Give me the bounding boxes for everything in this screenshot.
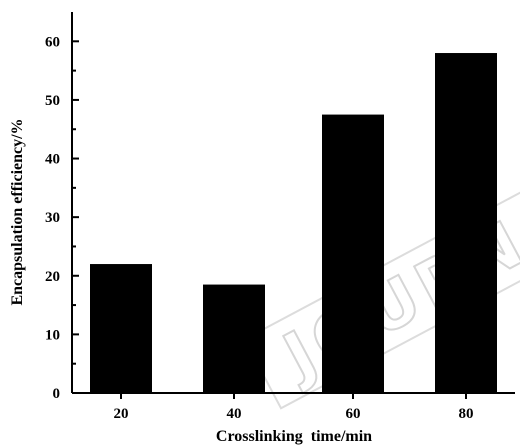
bar-40 (203, 284, 265, 393)
bar-60 (322, 114, 384, 394)
y-tick-label: 0 (53, 386, 61, 402)
bar-20 (90, 264, 152, 393)
x-axis-title: Crosslinking time/min (216, 428, 372, 445)
y-tick-label: 50 (45, 93, 60, 109)
y-ticks-group: 0 10 20 30 40 50 60 (45, 34, 79, 402)
x-tick-label: 80 (459, 406, 474, 422)
y-tick-label: 30 (45, 210, 60, 226)
y-tick-label: 60 (45, 34, 60, 50)
y-tick-label: 10 (45, 327, 60, 343)
y-tick-label: 40 (45, 152, 60, 168)
x-tick-label: 40 (227, 406, 242, 422)
x-tick-label: 60 (346, 406, 361, 422)
bars-group (90, 53, 497, 394)
x-tick-label: 20 (114, 406, 129, 422)
y-tick-label: 20 (45, 269, 60, 285)
y-axis-title: Encapsulation efficiency/% (9, 118, 26, 305)
axes-group (71, 12, 515, 394)
bar-80 (435, 53, 497, 394)
x-ticks-group: 20 40 60 80 (114, 393, 474, 422)
